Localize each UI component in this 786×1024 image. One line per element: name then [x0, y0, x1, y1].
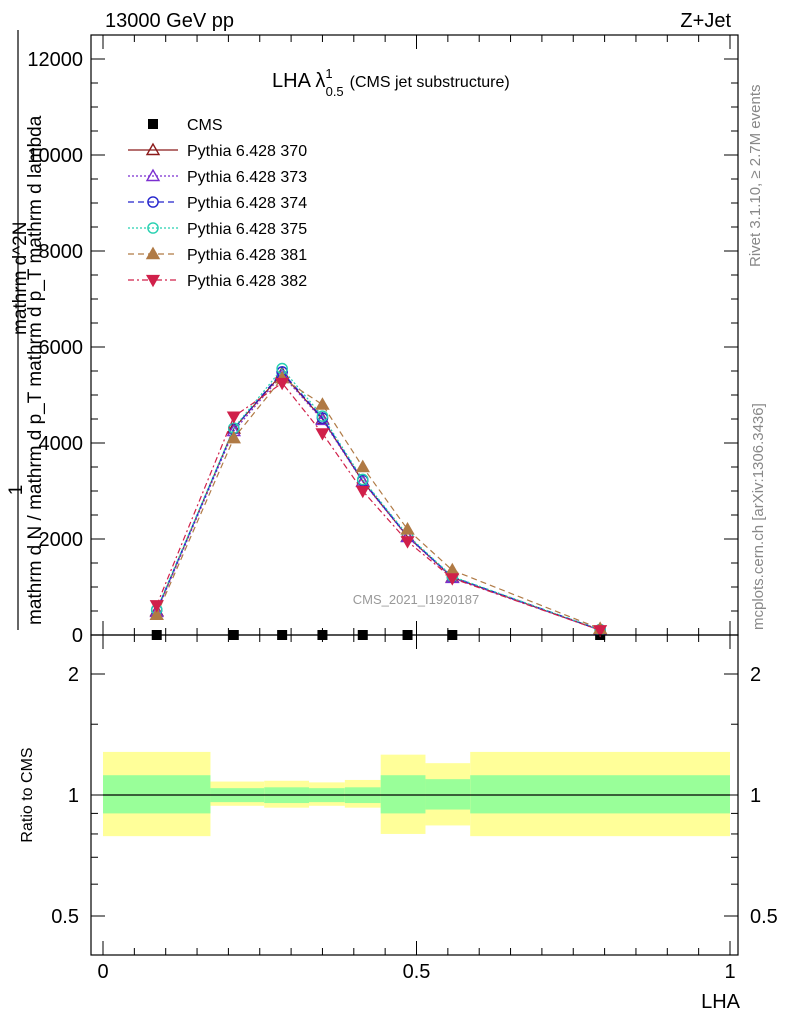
ratio-y-label: Ratio to CMS — [19, 747, 36, 842]
ratio-y-tick-label-right: 1 — [750, 785, 761, 807]
y-tick-label: 8000 — [39, 241, 84, 263]
point-marker — [315, 397, 330, 410]
legend-entry: Pythia 6.428 374 — [128, 195, 307, 212]
ylabel-prefix: 1 — [6, 485, 27, 496]
ratio-y-axis: 0.5 0.5 1 1 2 2 — [51, 664, 778, 928]
ratio-y-tick-label-right: 0.5 — [750, 906, 778, 928]
point-marker — [593, 625, 608, 638]
point-marker — [145, 274, 161, 288]
point-marker — [355, 485, 370, 499]
main-y-axis: 0 2000 4000 6000 8000 10000 12000 — [27, 35, 738, 647]
legend-label: Pythia 6.428 382 — [187, 273, 307, 290]
point-marker — [315, 428, 330, 441]
point-marker — [275, 377, 290, 391]
point-marker — [356, 473, 369, 486]
series-line — [156, 367, 601, 631]
point-marker — [145, 168, 161, 182]
point-marker — [149, 600, 164, 613]
series-6 — [149, 377, 608, 638]
point-marker — [226, 411, 241, 424]
ratio-y-tick-label: 0.5 — [51, 906, 79, 928]
legend-entry: Pythia 6.428 375 — [128, 221, 307, 238]
header-left: 13000 GeV pp — [105, 10, 234, 32]
point-marker — [315, 412, 330, 426]
plot-title-sup: 1 — [325, 66, 332, 81]
series-line — [156, 377, 601, 630]
legend-entry: CMS — [148, 117, 223, 134]
legend-label: Pythia 6.428 381 — [187, 247, 307, 264]
ratio-bands — [103, 751, 730, 837]
x-tick-label: 0.5 — [403, 961, 431, 983]
ratio-inner-band — [425, 779, 471, 810]
point-marker — [149, 607, 164, 621]
main-y-label: mathrm d N / mathrm d p_T mathrm d p_T m… — [6, 30, 46, 630]
ratio-y-tick-label-right: 2 — [750, 664, 761, 686]
legend-entry: Pythia 6.428 382 — [128, 273, 307, 290]
legend-entry: Pythia 6.428 373 — [128, 168, 307, 186]
ratio-y-tick-label: 2 — [68, 664, 79, 686]
ylabel-denominator: mathrm d N / mathrm d p_T mathrm d p_T m… — [25, 115, 46, 625]
point-marker — [445, 573, 460, 586]
point-marker — [148, 119, 158, 129]
series-line — [156, 382, 601, 631]
legend-label: CMS — [187, 117, 223, 134]
plot-title: LHA λ1 0.5 (CMS jet substructure) — [272, 66, 510, 99]
y-tick-label: 4000 — [39, 433, 84, 455]
x-axis: 0 0.5 1 — [97, 635, 736, 983]
x-tick-label: 0 — [97, 961, 108, 983]
ratio-panel: 0.5 0.51 12 2 0 0.5 1 — [51, 634, 778, 983]
ratio-inner-band — [103, 775, 211, 814]
legend-entry: Pythia 6.428 381 — [128, 246, 307, 264]
legend-label: Pythia 6.428 375 — [187, 221, 307, 238]
x-tick-label: 1 — [724, 961, 735, 983]
legend-label: Pythia 6.428 374 — [187, 195, 307, 212]
legend-entry: Pythia 6.428 370 — [128, 142, 307, 160]
y-tick-label: 2000 — [39, 529, 84, 551]
header-right: Z+Jet — [680, 10, 731, 32]
point-marker — [316, 410, 329, 422]
y-tick-label: 6000 — [39, 337, 84, 359]
plot-title-main: LHA λ — [272, 70, 325, 92]
point-marker — [145, 246, 161, 260]
point-marker — [400, 536, 415, 549]
point-marker — [355, 459, 370, 473]
ratio-inner-band — [380, 775, 426, 814]
series-line — [156, 373, 601, 631]
legend-label: Pythia 6.428 370 — [187, 143, 307, 160]
rivet-label: Rivet 3.1.10, ≥ 2.7M events — [747, 85, 764, 268]
main-panel: 0 2000 4000 6000 8000 10000 12000 LHA λ1 0.5 (CM… — [27, 34, 739, 647]
legend: CMS Pythia 6.428 370 Pythia 6.428 373 Pythi… — [128, 117, 307, 290]
point-marker — [400, 521, 415, 535]
point-marker — [147, 222, 159, 234]
legend-label: Pythia 6.428 373 — [187, 169, 307, 186]
plot-title-suffix: (CMS jet substructure) — [350, 74, 510, 91]
y-tick-label: 12000 — [27, 49, 83, 71]
plot-title-sub: 0.5 — [326, 84, 344, 99]
point-marker — [147, 196, 159, 208]
ratio-y-tick-label: 1 — [68, 785, 79, 807]
y-tick-label: 10000 — [27, 145, 83, 167]
y-tick-label: 0 — [72, 625, 83, 647]
ratio-inner-band — [470, 775, 730, 814]
point-marker — [226, 430, 241, 444]
mcplots-label: mcplots.cern.ch [arXiv:1306.3436] — [750, 403, 767, 630]
ylabel-numerator: mathrm d^2N — [10, 222, 31, 335]
watermark: CMS_2021_I1920187 — [353, 592, 480, 607]
x-axis-label: LHA — [701, 991, 741, 1013]
point-marker — [145, 142, 161, 156]
